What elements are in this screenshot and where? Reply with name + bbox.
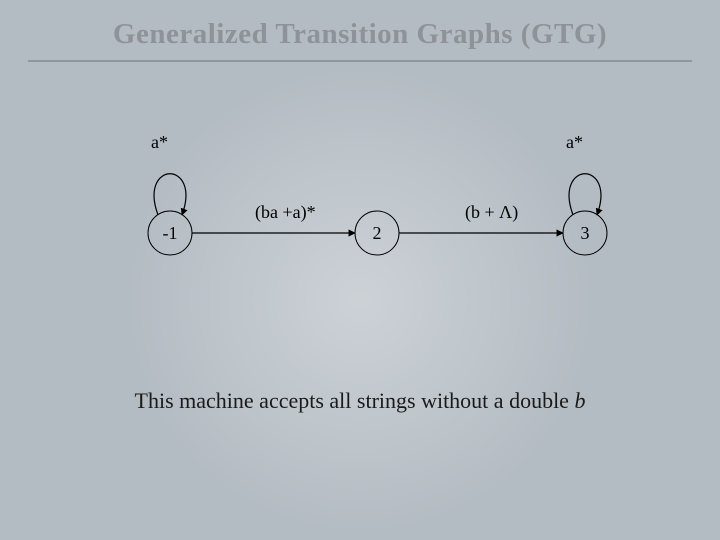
- edge-label: (b + Λ): [465, 202, 518, 223]
- state-label: 2: [373, 223, 382, 243]
- state-label: 3: [581, 223, 590, 243]
- self-loop: [569, 174, 601, 215]
- self-loop-label: a*: [566, 132, 583, 152]
- caption-text: This machine accepts all strings without…: [135, 388, 575, 413]
- state-label: -1: [163, 223, 178, 243]
- self-loop-label: a*: [151, 132, 168, 152]
- gtg-diagram: -1 2 3 (ba +a)* (b + Λ) a* a*: [0, 0, 720, 540]
- caption: This machine accepts all strings without…: [0, 388, 720, 414]
- edge-label: (ba +a)*: [255, 202, 316, 223]
- caption-italic: b: [574, 388, 585, 413]
- self-loop: [154, 174, 186, 215]
